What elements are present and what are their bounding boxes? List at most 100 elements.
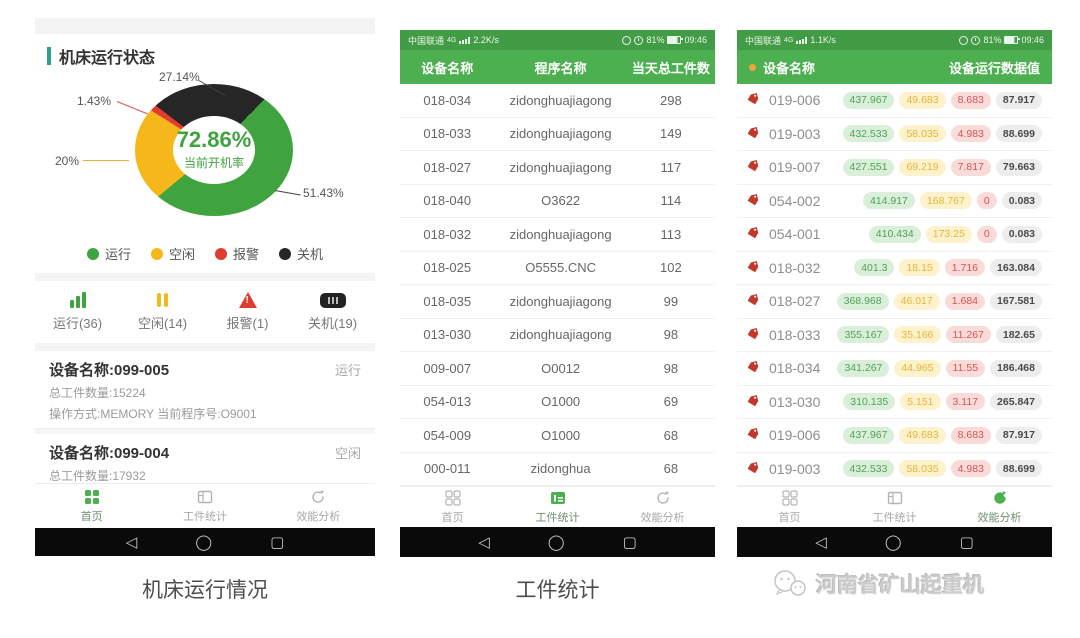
- run-value-badge: 355.167: [837, 326, 890, 344]
- list-item[interactable]: 019-007 427.551 69.219 7.817 79.663: [737, 151, 1052, 185]
- tag-icon: [747, 327, 759, 339]
- list-item[interactable]: 019-003 432.533 58.035 4.983 88.699: [737, 118, 1052, 151]
- table-row[interactable]: 009-007 O0012 98: [400, 352, 715, 386]
- device-name: 018-035: [423, 293, 472, 309]
- phone-efficiency-analysis: 中国联通 4G 1.1K/s 81% 09:46 设备名称 设备运行数据值 01…: [737, 30, 1052, 557]
- idle-value-badge: 173.25: [925, 225, 972, 243]
- table-row[interactable]: 018-035 zidonghuajiagong 99: [400, 285, 715, 319]
- orange-dot-icon: [749, 63, 756, 71]
- device-name: 018-025: [423, 260, 472, 276]
- list-item[interactable]: 019-006 437.967 49.683 8.683 87.917: [737, 419, 1052, 453]
- off-value-badge: 167.581: [990, 292, 1042, 310]
- list-item[interactable]: 018-033 355.167 35.166 11.267 182.65: [737, 319, 1052, 352]
- home-grid-icon: [781, 489, 798, 506]
- recents-button[interactable]: ▢: [270, 533, 285, 551]
- off-value-badge: 0.083: [1001, 192, 1042, 210]
- tab-workpiece-stats[interactable]: 工件统计: [842, 487, 947, 527]
- table-row[interactable]: 018-033 zidonghuajiagong 149: [400, 118, 715, 151]
- legend-item-idle[interactable]: 空闲: [150, 244, 195, 263]
- program-name: O0012: [541, 360, 581, 376]
- workpiece-count: 69: [663, 394, 679, 410]
- table-row[interactable]: 018-025 O5555.CNC 102: [400, 252, 715, 285]
- table-row[interactable]: 054-013 O1000 69: [400, 386, 715, 419]
- tag-icon: [747, 260, 759, 272]
- statusbar-right: 81% 09:46: [622, 35, 707, 45]
- counter-running[interactable]: 运行(36): [35, 281, 120, 343]
- back-button[interactable]: ◁: [125, 533, 138, 551]
- list-divider: [35, 428, 375, 434]
- callout-running: 51.43%: [303, 186, 344, 200]
- tab-label: 效能分析: [296, 510, 341, 523]
- battery-icon: [1004, 36, 1021, 44]
- page-title: 机床运行状态: [59, 50, 156, 67]
- program-name: O1000: [541, 427, 581, 443]
- caption-workpiece-stats: 工件统计: [515, 579, 600, 602]
- device-list-item[interactable]: 设备名称:099-005 运行 总工件数量:15224 操作方式:MEMORY …: [35, 351, 375, 428]
- counter-alarm[interactable]: 报警(1): [205, 281, 290, 343]
- counter-label: 运行(36): [52, 316, 103, 331]
- battery-icon: [667, 36, 684, 44]
- legend-item-running[interactable]: 运行: [86, 244, 131, 263]
- program-name: zidonghuajiagong: [509, 126, 612, 142]
- idle-value-badge: 58.035: [899, 125, 946, 143]
- list-item[interactable]: 054-002 414.917 168.767 0 0.083: [737, 185, 1052, 218]
- counter-off[interactable]: 关机(19): [290, 281, 375, 343]
- recents-button[interactable]: ▢: [959, 533, 974, 551]
- table-row[interactable]: 018-032 zidonghuajiagong 113: [400, 218, 715, 252]
- table-row[interactable]: 018-040 O3622 114: [400, 185, 715, 218]
- device-name: 000-011: [423, 461, 471, 477]
- recents-button[interactable]: ▢: [622, 533, 637, 551]
- tag-icon: [747, 361, 759, 373]
- tab-home[interactable]: 首页: [737, 487, 842, 527]
- off-value-badge: 88.699: [995, 460, 1042, 478]
- machine-status-card: 机床运行状态 72.86% 当前开机率 27.14% 1.43% 20% 51.…: [35, 34, 375, 273]
- counter-idle[interactable]: 空闲(14): [120, 281, 205, 343]
- tab-label: 工件统计: [182, 510, 227, 523]
- tab-efficiency-analysis[interactable]: 效能分析: [610, 487, 715, 527]
- run-value-badge: 427.551: [842, 158, 895, 176]
- stats-window-icon: [887, 491, 902, 504]
- list-item[interactable]: 018-027 368.968 46.017 1.684 167.581: [737, 285, 1052, 319]
- table-row[interactable]: 013-030 zidonghuajiagong 98: [400, 319, 715, 352]
- back-button[interactable]: ◁: [815, 533, 827, 551]
- tab-workpiece-stats[interactable]: 工件统计: [505, 487, 610, 527]
- list-item[interactable]: 019-006 437.967 49.683 8.683 87.917: [737, 84, 1052, 118]
- idle-value-badge: 69.219: [899, 158, 946, 176]
- tab-home[interactable]: 首页: [35, 484, 148, 528]
- list-header: 设备名称 设备运行数据值: [737, 50, 1052, 84]
- device-name: 018-034: [423, 92, 472, 108]
- back-button[interactable]: ◁: [478, 533, 490, 551]
- home-button[interactable]: ◯: [884, 533, 902, 551]
- device-status: 运行: [334, 363, 361, 378]
- run-value-badge: 368.968: [836, 292, 889, 310]
- legend-item-alarm[interactable]: 报警: [215, 244, 259, 263]
- device-name: 054-002: [769, 192, 821, 209]
- tab-home[interactable]: 首页: [400, 487, 505, 527]
- list-item[interactable]: 054-001 410.434 173.25 0 0.083: [737, 218, 1052, 252]
- pause-icon: [157, 292, 168, 308]
- run-value-badge: 437.967: [842, 91, 895, 109]
- device-status: 空闲: [334, 446, 361, 461]
- tab-efficiency-analysis[interactable]: 效能分析: [262, 484, 375, 528]
- table-row[interactable]: 054-009 O1000 68: [400, 419, 715, 453]
- run-value-badge: 437.967: [842, 426, 895, 444]
- home-button[interactable]: ◯: [547, 533, 565, 551]
- workpiece-count: 117: [660, 159, 682, 175]
- tab-workpiece-stats[interactable]: 工件统计: [148, 484, 261, 528]
- tab-efficiency-analysis[interactable]: 效能分析: [947, 487, 1052, 527]
- table-row[interactable]: 000-011 zidonghua 68: [400, 453, 715, 486]
- list-item[interactable]: 018-032 401.3 18.15 1.716 163.084: [737, 252, 1052, 285]
- alarm-value-badge: 0: [976, 225, 997, 243]
- device-name: 013-030: [769, 393, 821, 410]
- legend-item-off[interactable]: 关机: [279, 244, 323, 263]
- table-row[interactable]: 018-027 zidonghuajiagong 117: [400, 151, 715, 185]
- list-item[interactable]: 013-030 310.135 5.151 3.117 265.847: [737, 386, 1052, 419]
- workpiece-count: 99: [663, 293, 679, 309]
- device-mode: 操作方式:MEMORY 当前程序号:O9001: [49, 407, 257, 421]
- list-item[interactable]: 018-034 341.267 44.965 11.55 186.468: [737, 352, 1052, 386]
- list-item[interactable]: 019-003 432.533 58.035 4.983 88.699: [737, 453, 1052, 486]
- android-nav-bar: ◁ ◯ ▢: [737, 527, 1052, 557]
- table-row[interactable]: 018-034 zidonghuajiagong 298: [400, 84, 715, 118]
- home-button[interactable]: ◯: [195, 533, 213, 551]
- device-name: 054-001: [769, 226, 821, 243]
